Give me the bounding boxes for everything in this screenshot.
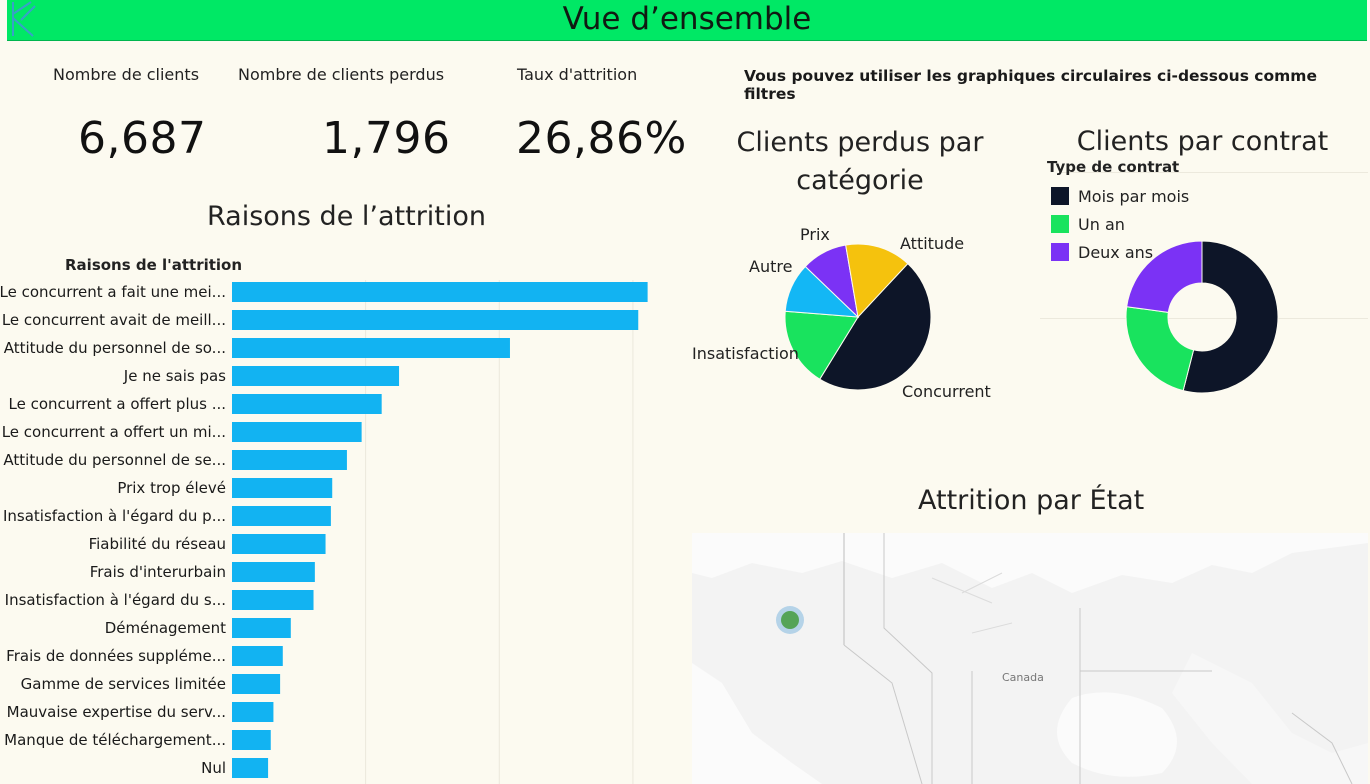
bar-category-label: Le concurrent avait de meill... xyxy=(2,311,226,329)
kpi-rate-label: Taux d'attrition xyxy=(517,65,638,84)
bar-category-label: Le concurrent a offert plus ... xyxy=(9,395,227,413)
bar[interactable] xyxy=(232,646,283,666)
bar-category-label: Mauvaise expertise du serv... xyxy=(7,703,226,721)
bar[interactable] xyxy=(232,618,291,638)
legend-swatch xyxy=(1051,243,1069,261)
legend-label: Un an xyxy=(1078,214,1125,234)
kpi-lost-label: Nombre de clients perdus xyxy=(238,65,445,84)
bar-chart-column-header: Raisons de l'attrition xyxy=(65,256,243,274)
contract-legend: Type de contrat Mois par mois Un an Deux a… xyxy=(1047,158,1189,266)
kpi-rate-value: 26,86% xyxy=(516,113,687,164)
pie-slice[interactable] xyxy=(845,243,909,319)
legend-swatch xyxy=(1051,187,1069,205)
divider xyxy=(1062,172,1368,173)
bar-category-label: Le concurrent a offert un mi... xyxy=(2,423,226,441)
legend-item[interactable]: Deux ans xyxy=(1047,238,1189,266)
bar[interactable] xyxy=(232,366,400,386)
map-state-marker[interactable] xyxy=(781,611,799,629)
bar-category-label: Je ne sais pas xyxy=(123,367,226,385)
lost-by-category-pie-chart[interactable]: Concurrent Attitude Prix Autre Insatisfactio… xyxy=(690,215,1030,425)
attrition-reasons-bar-chart[interactable]: Le concurrent a fait une mei... Le concur… xyxy=(0,280,690,784)
bar-chart-title: Raisons de l’attrition xyxy=(207,201,487,232)
dashboard-header: Vue d’ensemble xyxy=(7,0,1367,41)
bar-category-label: Attitude du personnel de se... xyxy=(3,451,226,469)
page-title: Vue d’ensemble xyxy=(562,1,812,37)
bar-category-label: Nul xyxy=(201,759,226,777)
bar[interactable] xyxy=(232,674,281,694)
legend-title: Type de contrat xyxy=(1047,158,1180,176)
legend-label: Deux ans xyxy=(1078,242,1154,262)
bar[interactable] xyxy=(232,590,314,610)
app-logo-icon[interactable] xyxy=(7,0,51,40)
bar-category-label: Prix trop élevé xyxy=(117,479,226,497)
pie-slice-label: Concurrent xyxy=(902,382,991,401)
bar-category-label: Attitude du personnel de so... xyxy=(4,339,226,357)
bar[interactable] xyxy=(232,338,510,358)
lost-by-category-title-line2: catégorie xyxy=(796,165,924,196)
donut-slice[interactable] xyxy=(1125,306,1195,392)
clients-by-contract-donut-chart[interactable] xyxy=(1120,235,1285,400)
bar-category-label: Fiabilité du réseau xyxy=(89,535,226,553)
clients-by-contract-title: Clients par contrat xyxy=(1076,126,1329,157)
map-title: Attrition par État xyxy=(918,485,1145,516)
bar[interactable] xyxy=(232,702,274,722)
bar[interactable] xyxy=(232,758,269,778)
bar[interactable] xyxy=(232,506,331,526)
pie-slice-label: Insatisfaction xyxy=(692,344,799,363)
map-country-label: Canada xyxy=(1002,671,1044,684)
bar[interactable] xyxy=(232,450,347,470)
lost-by-category-title-line1: Clients perdus par xyxy=(736,127,984,158)
attrition-map[interactable]: Canada xyxy=(692,533,1368,784)
pie-slice-label: Attitude xyxy=(900,234,964,253)
pie-slice[interactable] xyxy=(819,262,932,391)
bar[interactable] xyxy=(232,534,326,554)
bar[interactable] xyxy=(232,310,639,330)
legend-item[interactable]: Mois par mois xyxy=(1047,182,1189,210)
divider xyxy=(1040,318,1368,319)
bar[interactable] xyxy=(232,478,333,498)
bar[interactable] xyxy=(232,730,271,750)
lost-by-category-title: Clients perdus par catégorie xyxy=(730,124,990,200)
pie-slice-label: Autre xyxy=(749,257,792,276)
pie-slice-label: Prix xyxy=(800,225,830,244)
pie-slice[interactable] xyxy=(784,310,859,380)
bar[interactable] xyxy=(232,562,315,582)
filter-hint-text: Vous pouvez utiliser les graphiques circ… xyxy=(744,67,1317,103)
kpi-lost-value: 1,796 xyxy=(322,113,451,164)
bar[interactable] xyxy=(232,422,362,442)
bar-category-label: Déménagement xyxy=(105,619,226,637)
donut-slice[interactable] xyxy=(1182,240,1279,394)
bar-category-label: Le concurrent a fait une mei... xyxy=(0,283,226,301)
bar-category-label: Insatisfaction à l'égard du s... xyxy=(5,591,226,609)
bar-category-label: Insatisfaction à l'égard du p... xyxy=(3,507,226,525)
bar-category-label: Frais de données suppléme... xyxy=(6,647,226,665)
legend-swatch xyxy=(1051,215,1069,233)
legend-items: Mois par mois Un an Deux ans xyxy=(1047,182,1189,266)
bar-category-label: Gamme de services limitée xyxy=(21,675,226,693)
bar-category-label: Manque de téléchargement... xyxy=(4,731,226,749)
map-canvas[interactable] xyxy=(692,533,1368,784)
bar-category-label: Frais d'interurbain xyxy=(90,563,226,581)
legend-item[interactable]: Un an xyxy=(1047,210,1189,238)
bar[interactable] xyxy=(232,394,382,414)
kpi-clients-value: 6,687 xyxy=(78,113,207,164)
donut-slice[interactable] xyxy=(1126,240,1203,313)
bar[interactable] xyxy=(232,282,648,302)
legend-label: Mois par mois xyxy=(1078,186,1190,206)
kpi-clients-label: Nombre de clients xyxy=(53,65,200,84)
